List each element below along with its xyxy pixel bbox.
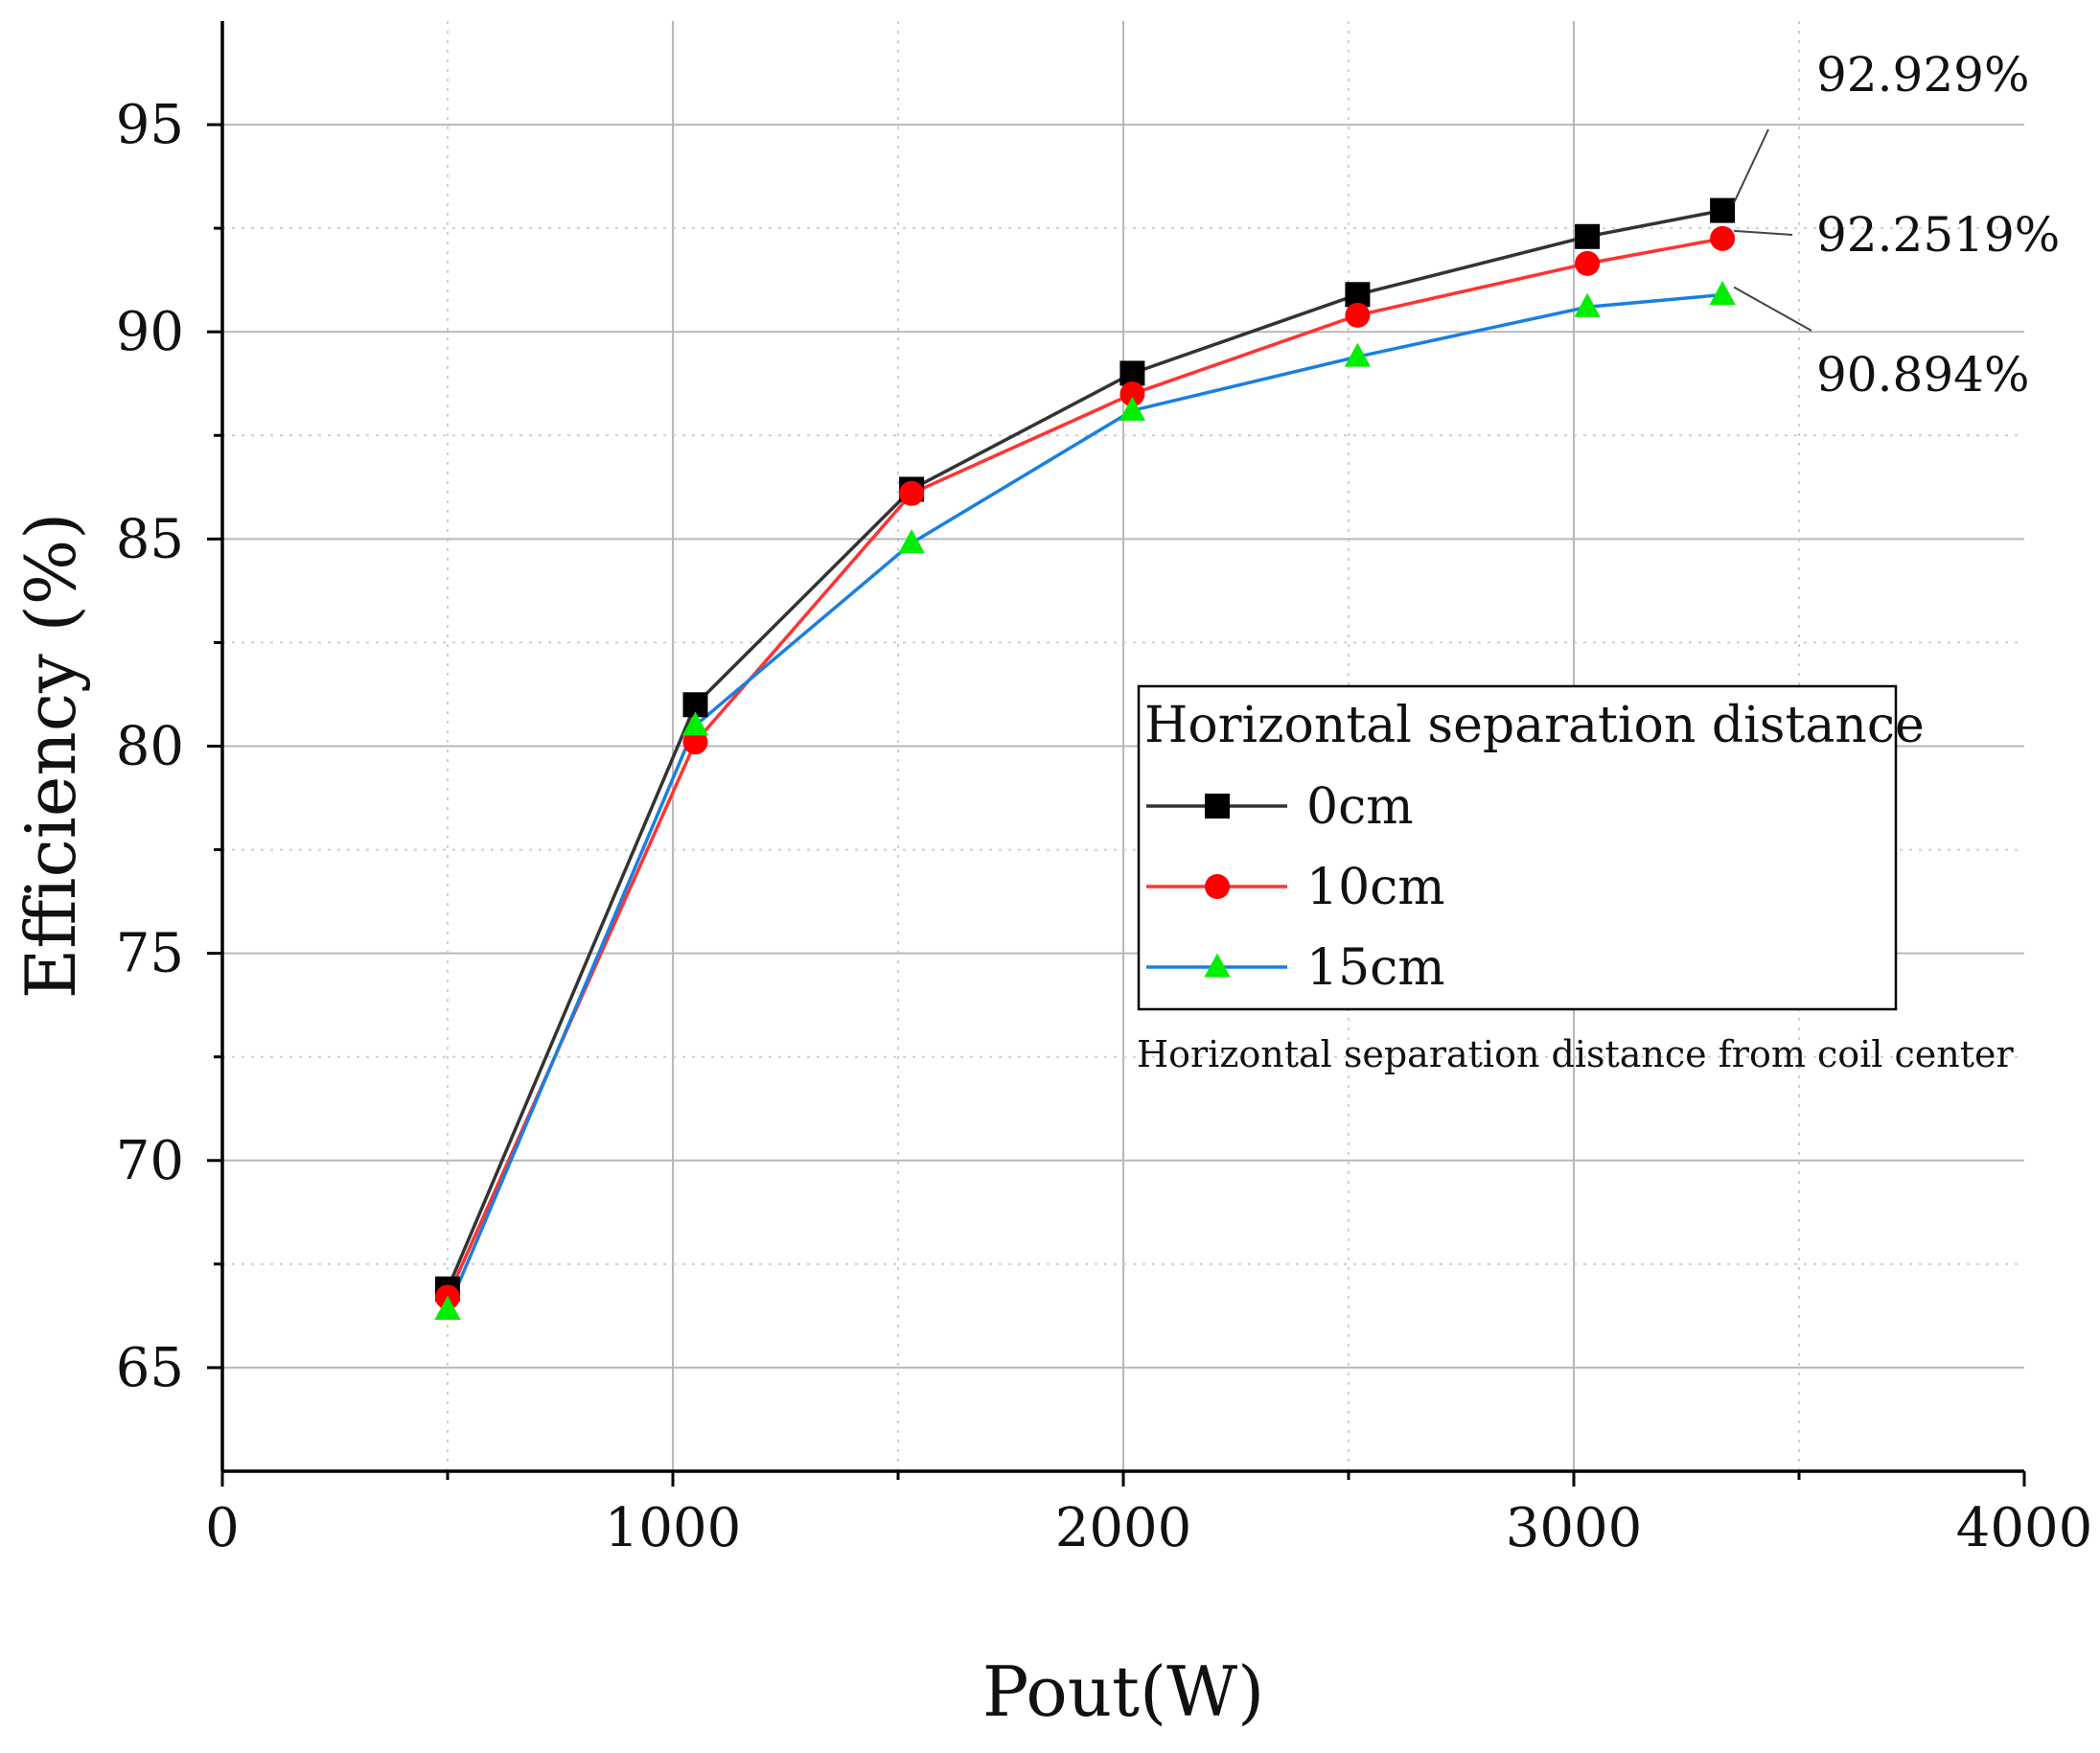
y-tick-label: 80: [116, 716, 184, 778]
data-point-0cm: [1575, 223, 1601, 249]
chart-caption: Horizontal separation distance from coil…: [1137, 1033, 2015, 1075]
annotation-label: 90.894%: [1816, 347, 2029, 403]
data-point-15cm: [898, 529, 925, 554]
legend-entry-0cm: 0cm: [1146, 778, 1414, 836]
gridlines: [222, 21, 2024, 1471]
tick-labels: 0 1000 2000 3000 4000 65 70 75 80 85 90 95: [116, 94, 2093, 1559]
data-point-10cm: [899, 480, 925, 506]
y-tick-label: 75: [116, 923, 184, 985]
y-tick-label: 90: [116, 301, 184, 363]
data-point-10cm: [1345, 302, 1371, 328]
data-point-15cm: [1574, 292, 1601, 317]
legend-marker-swatch: [1205, 874, 1230, 899]
y-tick-label: 70: [116, 1130, 184, 1192]
data-series: [434, 197, 1736, 1320]
data-point-15cm: [1119, 396, 1146, 421]
data-point-15cm: [1344, 342, 1372, 367]
axes: [207, 21, 2026, 1487]
x-tick-label: 2000: [1055, 1497, 1192, 1559]
legend-marker-swatch: [1205, 794, 1230, 819]
annotations: 92.929% 92.2519% 90.894%: [1733, 47, 2060, 403]
x-axis-title: Pout(W): [982, 1651, 1264, 1732]
x-tick-label: 4000: [1956, 1497, 2093, 1559]
legend-marker-swatch: [1204, 953, 1231, 978]
annotation-leader-line: [1733, 128, 1769, 204]
legend-box: [1137, 684, 1898, 1011]
axis-titles: Horizontal separation distance from coil…: [11, 513, 2015, 1732]
x-tick-label: 0: [205, 1497, 240, 1559]
data-point-10cm: [682, 729, 708, 755]
data-point-10cm: [1575, 250, 1601, 276]
data-point-0cm: [1710, 197, 1736, 223]
annotation-leader-line: [1734, 229, 1793, 236]
annotation-leader-line: [1733, 286, 1812, 332]
legend: Horizontal separation distance 0cm 10cm 15c…: [1137, 684, 1925, 1011]
annotation-label: 92.929%: [1816, 47, 2029, 103]
series-markers-10cm: [435, 225, 1736, 1310]
x-tick-label: 1000: [605, 1497, 742, 1559]
data-point-10cm: [1119, 381, 1145, 407]
data-point-15cm: [681, 711, 709, 736]
legend-label: 10cm: [1306, 859, 1445, 916]
x-tick-label: 3000: [1506, 1497, 1643, 1559]
y-tick-label: 65: [116, 1337, 184, 1399]
data-point-15cm: [434, 1295, 461, 1320]
y-axis-title: Efficiency (%): [11, 513, 91, 1000]
data-point-15cm: [1709, 281, 1736, 306]
legend-entry-15cm: 15cm: [1146, 939, 1445, 997]
legend-label: 15cm: [1306, 939, 1445, 997]
legend-title: Horizontal separation distance: [1144, 697, 1925, 754]
legend-label: 0cm: [1306, 778, 1414, 836]
series-markers-15cm: [434, 281, 1736, 1320]
y-tick-label: 95: [116, 94, 184, 156]
annotation-label: 92.2519%: [1816, 207, 2060, 263]
data-point-10cm: [1710, 225, 1736, 251]
legend-entry-10cm: 10cm: [1146, 859, 1445, 916]
y-tick-label: 85: [116, 508, 184, 570]
